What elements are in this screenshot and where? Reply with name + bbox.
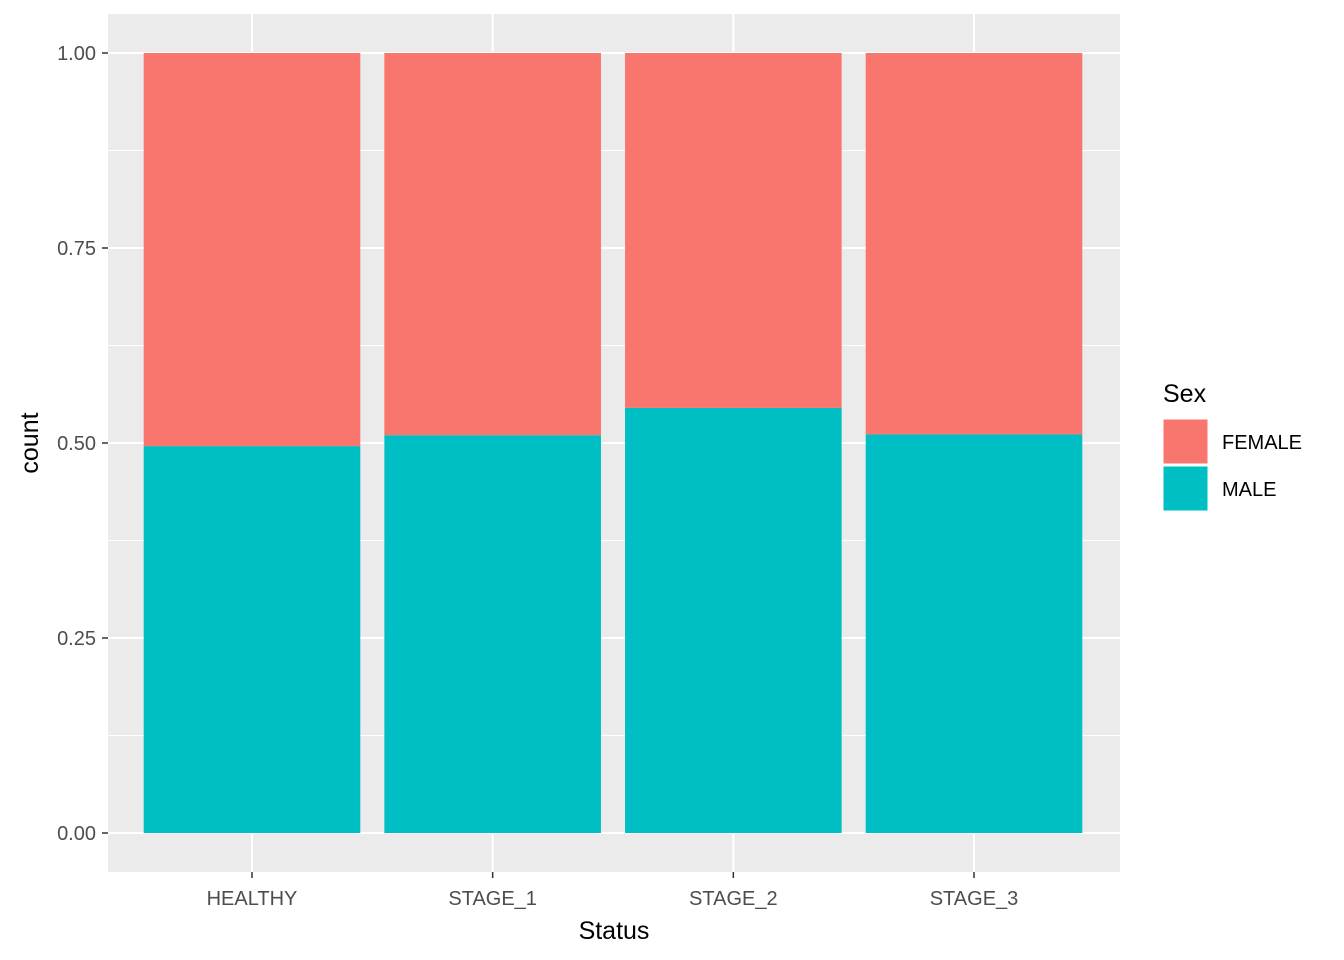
- x-axis-title: Status: [579, 917, 650, 945]
- bar-female-stage_3: [865, 53, 1083, 435]
- bar-female-stage_2: [625, 53, 842, 408]
- legend: Sex FEMALE MALE: [1162, 380, 1302, 512]
- bars: [143, 53, 1083, 833]
- bar-male-stage_2: [625, 407, 842, 833]
- legend-label-male: MALE: [1222, 479, 1276, 501]
- y-tick-label: 0.25: [57, 628, 96, 650]
- y-tick-label: 0.00: [57, 823, 96, 845]
- legend-title: Sex: [1163, 380, 1207, 408]
- y-tick-label: 0.75: [57, 238, 96, 260]
- bar-male-stage_1: [384, 435, 601, 833]
- bar-female-stage_1: [384, 53, 601, 436]
- bar-male-stage_3: [865, 434, 1083, 833]
- x-tick-label: STAGE_2: [689, 888, 778, 910]
- bar-female-healthy: [143, 53, 361, 447]
- y-tick-label: 0.50: [57, 433, 96, 455]
- x-axis: HEALTHY STAGE_1 STAGE_2 STAGE_3: [207, 872, 1019, 910]
- legend-key-male: [1162, 465, 1209, 512]
- y-axis: 0.00 0.25 0.50 0.75 1.00: [57, 43, 108, 845]
- x-tick-label: STAGE_3: [930, 888, 1019, 910]
- x-tick-label: STAGE_1: [448, 888, 537, 910]
- y-tick-label: 1.00: [57, 43, 96, 65]
- legend-label-female: FEMALE: [1222, 432, 1302, 454]
- legend-key-female: [1162, 418, 1209, 465]
- x-tick-label: HEALTHY: [207, 888, 298, 910]
- bar-male-healthy: [143, 446, 361, 833]
- y-axis-title: count: [16, 412, 44, 473]
